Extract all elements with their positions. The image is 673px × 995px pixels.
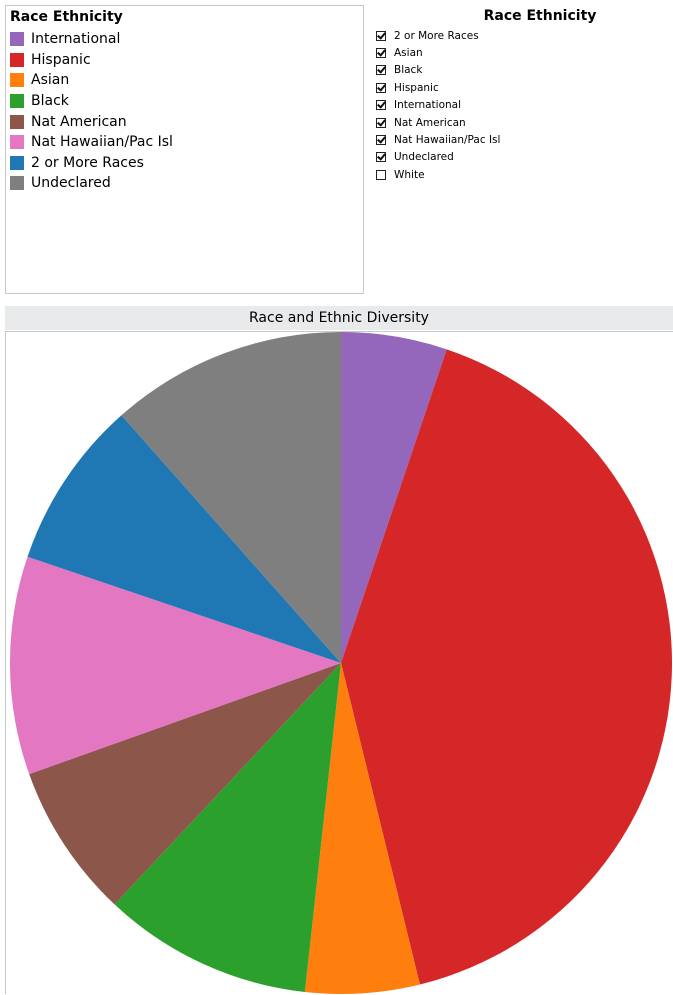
pie-slice-international[interactable]: [341, 332, 447, 663]
legend-label: Nat American: [31, 113, 127, 130]
filter-item-international[interactable]: International: [376, 97, 500, 114]
legend-item-black[interactable]: Black: [10, 91, 173, 112]
legend-label: Nat Hawaiian/Pac Isl: [31, 134, 173, 151]
checkbox[interactable]: [376, 48, 386, 59]
checkbox[interactable]: [376, 30, 386, 41]
legend-label: Asian: [31, 72, 70, 89]
race-ethnicity-filter: Race Ethnicity 2 or More Races Asian Black…: [372, 5, 670, 190]
filter-item-2-or-more-races[interactable]: 2 or More Races: [376, 27, 500, 44]
filter-item-hispanic[interactable]: Hispanic: [376, 79, 500, 96]
filter-item-asian[interactable]: Asian: [376, 44, 500, 61]
checkbox[interactable]: [376, 65, 386, 76]
filter-item-white[interactable]: White: [376, 166, 500, 183]
legend-label: International: [31, 31, 121, 48]
pie-slice-undeclared[interactable]: [121, 332, 341, 663]
legend-label: 2 or More Races: [31, 154, 144, 171]
filter-list: 2 or More Races Asian Black Hispanic Interna…: [376, 27, 500, 184]
pie-chart: [9, 332, 672, 994]
legend-item-international[interactable]: International: [10, 29, 173, 50]
legend-item-undeclared[interactable]: Undeclared: [10, 173, 173, 194]
pie-slice-black[interactable]: [114, 663, 341, 993]
pie-slice-hispanic[interactable]: [341, 349, 672, 985]
filter-label: Asian: [394, 47, 423, 60]
legend-title: Race Ethnicity: [10, 9, 123, 25]
legend-item-asian[interactable]: Asian: [10, 70, 173, 91]
legend-list: International Hispanic Asian Black Nat Ameri…: [10, 29, 173, 194]
filter-item-undeclared[interactable]: Undeclared: [376, 149, 500, 166]
filter-item-black[interactable]: Black: [376, 62, 500, 79]
chart-frame: [5, 331, 673, 994]
legend-swatch: [10, 114, 24, 129]
pie-slice-asian[interactable]: [304, 663, 420, 994]
checkbox[interactable]: [376, 82, 386, 93]
filter-label: Nat American: [394, 116, 466, 129]
pie-slice-nat-american[interactable]: [29, 663, 341, 905]
filter-item-nat-hawaiian-pac-isl[interactable]: Nat Hawaiian/Pac Isl: [376, 131, 500, 148]
checkbox[interactable]: [376, 100, 386, 111]
filter-label: White: [394, 168, 425, 181]
filter-title: Race Ethnicity: [483, 8, 597, 24]
filter-label: Hispanic: [394, 81, 439, 94]
checkbox[interactable]: [376, 135, 386, 146]
legend-item-2-or-more-races[interactable]: 2 or More Races: [10, 153, 173, 174]
legend-swatch: [10, 32, 24, 47]
legend-swatch: [10, 155, 24, 170]
legend-swatch: [10, 135, 24, 150]
legend-label: Hispanic: [31, 51, 91, 68]
legend-swatch: [10, 52, 24, 67]
legend-item-nat-american[interactable]: Nat American: [10, 111, 173, 132]
filter-item-nat-american[interactable]: Nat American: [376, 114, 500, 131]
filter-label: 2 or More Races: [394, 29, 479, 42]
checkbox[interactable]: [376, 117, 386, 128]
filter-label: Black: [394, 64, 423, 77]
legend-item-hispanic[interactable]: Hispanic: [10, 50, 173, 71]
pie-slice-nat-hawaiian-pac-isl[interactable]: [9, 556, 341, 775]
legend-swatch: [10, 73, 24, 88]
pie-slice-2-or-more-races[interactable]: [27, 415, 342, 663]
filter-label: International: [394, 99, 462, 112]
legend-swatch: [10, 94, 24, 109]
checkbox[interactable]: [376, 169, 386, 180]
checkbox[interactable]: [376, 152, 386, 163]
filter-label: Nat Hawaiian/Pac Isl: [394, 134, 501, 147]
legend-swatch: [10, 176, 24, 191]
legend-label: Black: [31, 93, 69, 110]
filter-label: Undeclared: [394, 151, 454, 164]
color-legend: Race Ethnicity International Hispanic Asia…: [5, 5, 364, 294]
legend-item-nat-hawaiian-pac-isl[interactable]: Nat Hawaiian/Pac Isl: [10, 132, 173, 153]
legend-label: Undeclared: [31, 175, 111, 192]
chart-title: Race and Ethnic Diversity: [5, 306, 673, 330]
